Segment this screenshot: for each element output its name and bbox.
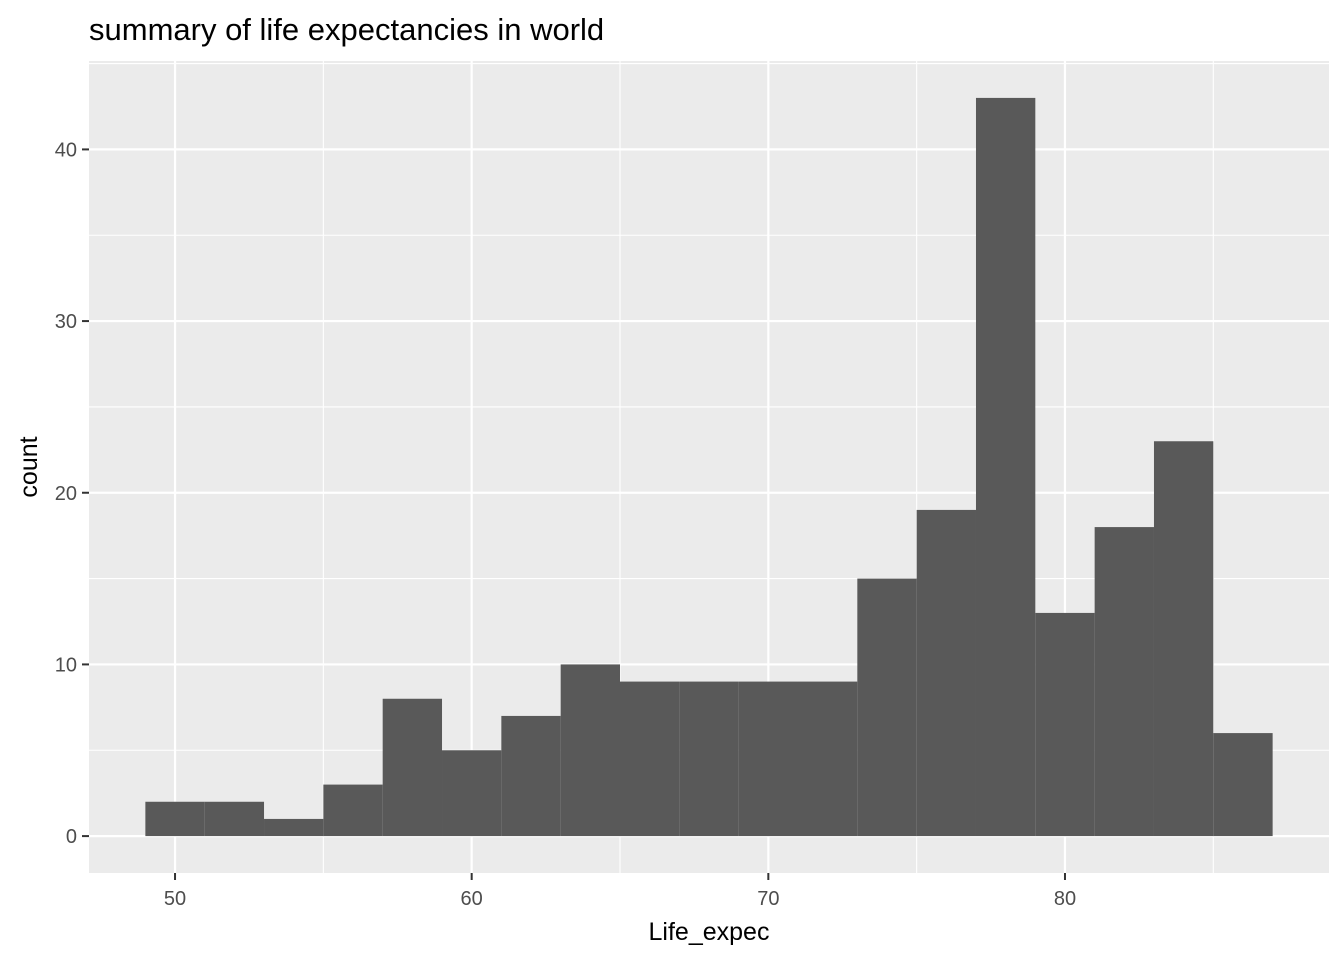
y-tick-label: 40 (55, 139, 77, 161)
x-tick-label: 70 (757, 888, 779, 910)
histogram-bar (620, 681, 680, 837)
histogram-bar (1213, 733, 1273, 837)
histogram-bar (975, 97, 1036, 837)
histogram-bar (1094, 527, 1154, 837)
y-tick-label: 30 (55, 311, 77, 333)
y-tick-label: 0 (66, 826, 77, 848)
chart-title: summary of life expectancies in world (89, 12, 604, 47)
histogram-bar (1035, 612, 1095, 837)
x-axis: 50 60 70 80 (164, 873, 1076, 910)
histogram-bar (501, 715, 561, 837)
x-tick-label: 50 (164, 888, 186, 910)
x-axis-title: Life_expec (649, 918, 770, 946)
histogram-bar (323, 784, 383, 837)
x-tick-label: 80 (1054, 888, 1076, 910)
histogram-bar (560, 664, 621, 837)
histogram-bar (145, 801, 205, 837)
histogram-bar (857, 578, 917, 837)
y-tick-label: 10 (55, 654, 77, 676)
histogram-bar (382, 698, 443, 837)
histogram-bar (738, 681, 798, 837)
histogram-bar (442, 750, 502, 837)
histogram-bar (797, 681, 858, 837)
y-axis-title: count (15, 436, 43, 497)
y-axis: 0 10 20 30 40 (55, 139, 89, 848)
histogram-bar (264, 818, 324, 837)
histogram-bar (916, 509, 976, 837)
histogram-bars (145, 97, 1273, 837)
histogram-bar (1153, 441, 1214, 837)
y-tick-label: 20 (55, 483, 77, 505)
histogram-bar (679, 681, 739, 837)
x-tick-label: 60 (461, 888, 483, 910)
histogram-bar (204, 801, 265, 837)
